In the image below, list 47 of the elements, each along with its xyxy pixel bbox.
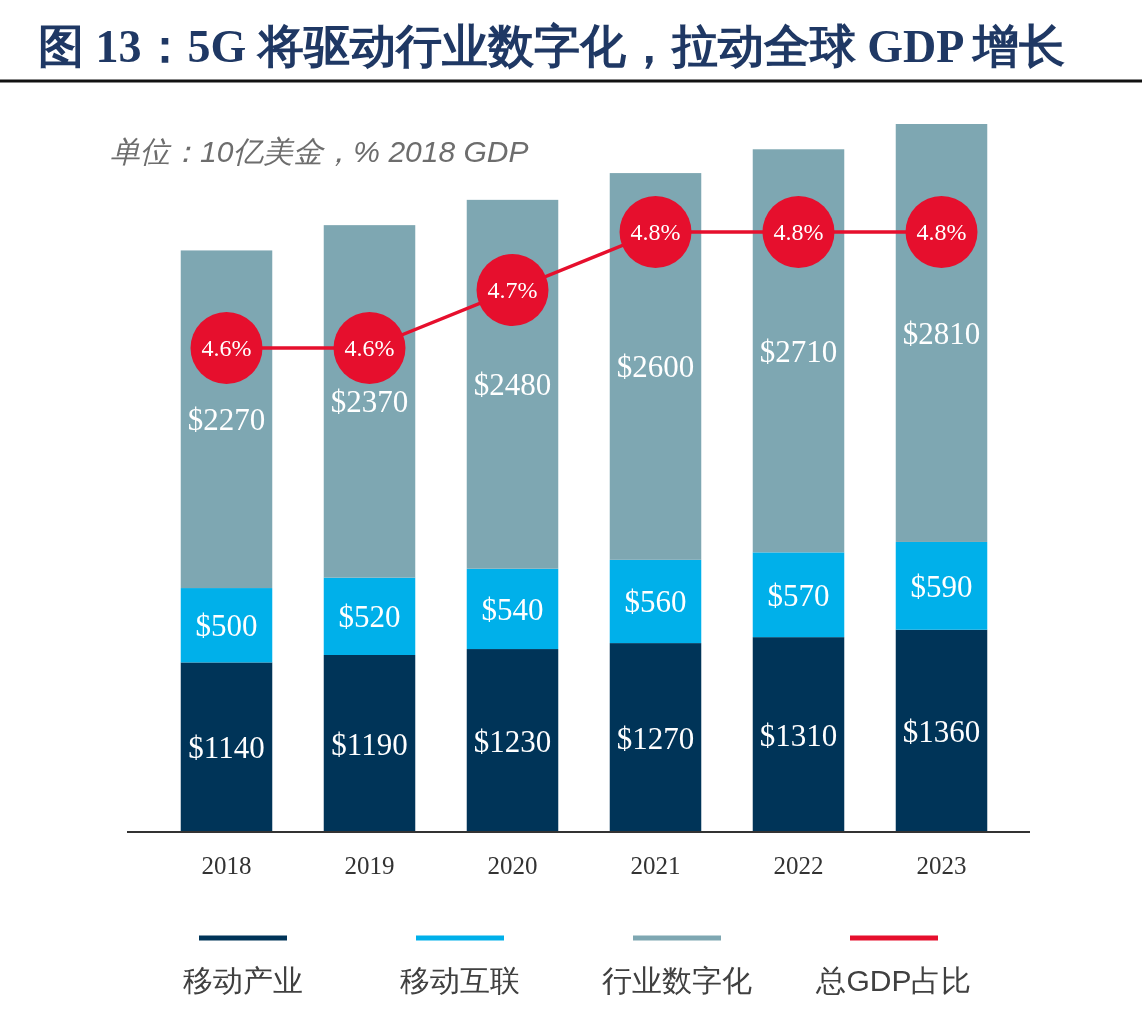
- x-tick-label: 2022: [773, 852, 824, 879]
- bar: [895, 541, 988, 630]
- data-label: $1230: [473, 723, 552, 759]
- data-label: $560: [624, 584, 687, 620]
- chart-subtitle: 单位：10亿美金，% 2018 GDP: [110, 135, 529, 168]
- data-label: $2370: [330, 384, 409, 420]
- data-label: $2810: [902, 315, 981, 351]
- data-label: 4.8%: [916, 219, 967, 245]
- data-label: $1310: [759, 717, 838, 753]
- x-tick-label: 2021: [630, 852, 681, 879]
- data-label: $1140: [188, 730, 265, 766]
- data-label: $520: [338, 599, 401, 635]
- data-label: $2480: [473, 367, 552, 403]
- data-label: 4.8%: [630, 219, 681, 245]
- bar: [752, 552, 845, 638]
- bar: [323, 655, 416, 832]
- data-label: $2270: [187, 402, 266, 438]
- chart-title: 图 13：5G 将驱动行业数字化，拉动全球 GDP 增长: [38, 21, 1066, 72]
- bar: [466, 649, 559, 832]
- data-label: 4.6%: [201, 335, 252, 361]
- data-label: $590: [910, 568, 973, 604]
- bar: [609, 643, 702, 832]
- bar: [609, 559, 702, 644]
- data-label: $500: [195, 608, 258, 644]
- bar: [895, 629, 988, 832]
- x-tick-label: 2023: [916, 852, 967, 879]
- data-label: 4.6%: [344, 335, 395, 361]
- data-label: $540: [481, 591, 544, 627]
- bar: [466, 568, 559, 650]
- legend-label: 移动产业: [183, 964, 303, 997]
- legend-label: 移动互联: [400, 964, 520, 997]
- data-label: 4.7%: [487, 277, 538, 303]
- data-label: $2710: [759, 333, 838, 369]
- bar: [180, 662, 273, 832]
- bar: [752, 637, 845, 832]
- legend-label: 总GDP占比: [815, 964, 972, 997]
- x-tick-label: 2020: [487, 852, 538, 879]
- data-label: $1360: [902, 713, 981, 749]
- data-label: $1190: [331, 726, 408, 762]
- x-tick-label: 2019: [344, 852, 395, 879]
- bar: [323, 577, 416, 655]
- x-tick-label: 2018: [201, 852, 252, 879]
- data-label: 4.8%: [773, 219, 824, 245]
- data-label: $570: [767, 577, 830, 613]
- data-label: $1270: [616, 720, 695, 756]
- legend-label: 行业数字化: [602, 964, 752, 997]
- data-label: $2600: [616, 349, 695, 385]
